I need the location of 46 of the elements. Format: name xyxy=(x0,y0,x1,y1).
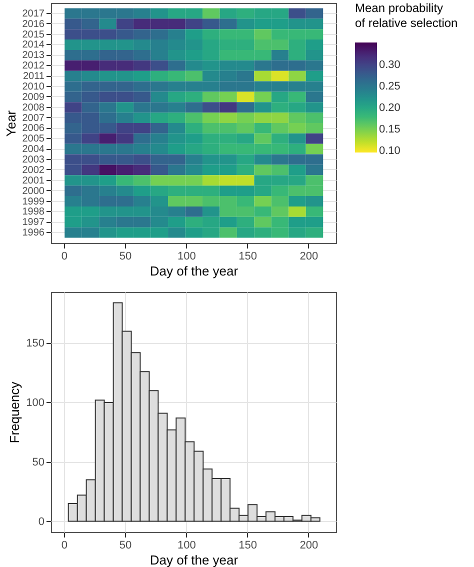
legend-title: Mean probability of relative selection xyxy=(355,1,458,30)
y-tick-label: 50 xyxy=(32,456,44,468)
y-tick-label: 2017 xyxy=(22,8,45,20)
x-tick-label: 200 xyxy=(300,250,318,262)
y-tick-label: 1998 xyxy=(22,206,45,218)
y-tick-label: 2001 xyxy=(22,175,45,186)
color-bar-label: 0.30 xyxy=(379,58,400,71)
y-tick-label: 2015 xyxy=(22,29,45,40)
color-bar-label: 0.20 xyxy=(379,102,400,114)
x-tick-label: 0 xyxy=(61,250,68,262)
x-tick-label: 100 xyxy=(177,540,196,552)
y-tick-label: 2011 xyxy=(22,71,45,82)
y-tick-label: 2006 xyxy=(22,123,45,134)
x-tick-label: 200 xyxy=(300,540,318,552)
x-tick-label: 150 xyxy=(238,540,257,552)
x-tick-label: 50 xyxy=(119,250,132,262)
y-tick-label: 2004 xyxy=(22,144,45,156)
color-bar-label: 0.25 xyxy=(379,80,400,92)
y-tick-label: 100 xyxy=(26,396,44,409)
x-tick-label: 50 xyxy=(119,540,132,552)
y-tick-label: 1997 xyxy=(22,217,45,228)
y-tick-label: 2003 xyxy=(22,154,45,166)
y-axis-title: Year xyxy=(3,110,18,137)
x-tick-label: 100 xyxy=(177,250,196,262)
x-tick-label: 150 xyxy=(238,250,257,262)
y-tick-label: 0 xyxy=(38,516,44,528)
y-tick-label: 2008 xyxy=(22,102,45,114)
y-tick-label: 2007 xyxy=(22,112,45,124)
y-tick-label: 2013 xyxy=(22,50,45,62)
x-axis-title: Day of the year xyxy=(150,264,239,278)
color-bar-label: 0.15 xyxy=(379,123,400,136)
x-tick-label: 0 xyxy=(61,540,68,552)
y-tick-label: 1999 xyxy=(22,196,45,208)
x-axis-title: Day of the year xyxy=(150,552,239,567)
y-tick-label: 2010 xyxy=(22,81,45,92)
color-bar-label: 0.10 xyxy=(379,144,400,157)
y-tick-label: 150 xyxy=(26,338,44,350)
y-tick-label: 2016 xyxy=(22,18,45,30)
y-tick-label: 2002 xyxy=(22,164,45,176)
y-tick-label: 2000 xyxy=(22,186,45,197)
y-tick-label: 2012 xyxy=(22,60,45,72)
y-tick-label: 2014 xyxy=(22,40,45,51)
y-tick-label: 2005 xyxy=(22,134,45,145)
y-axis-title: Frequency xyxy=(7,381,22,444)
y-tick-label: 1996 xyxy=(22,228,45,239)
y-tick-label: 2009 xyxy=(22,92,45,103)
